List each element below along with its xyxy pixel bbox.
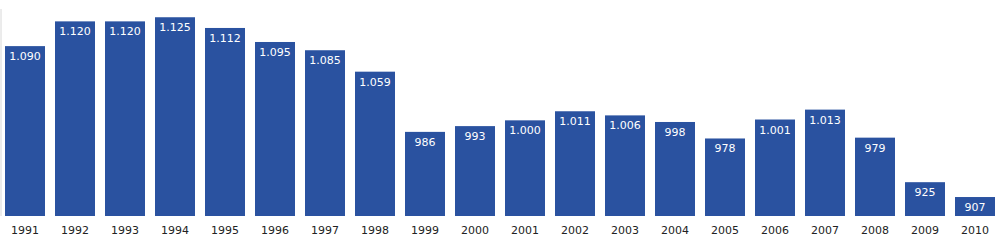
x-tick-label: 1997 [311,224,339,237]
bar [955,197,995,216]
x-tick-label: 1993 [111,224,139,237]
bar [155,17,195,216]
x-tick-label: 2009 [911,224,939,237]
bar [805,110,845,216]
bar [605,115,645,216]
x-tick-label: 2000 [461,224,489,237]
data-label: 1.011 [559,115,591,128]
data-label: 907 [965,201,986,214]
x-tick-label: 2004 [661,224,689,237]
data-label: 1.013 [809,114,841,127]
bar [205,28,245,216]
data-label: 1.090 [9,50,41,63]
bar [455,126,495,216]
data-label: 1.125 [159,21,191,34]
data-label: 1.085 [309,54,341,67]
bar [505,120,545,216]
x-tick-label: 2002 [561,224,589,237]
x-tick-label: 1991 [11,224,39,237]
chart-root: 1.090 1991 1.120 1992 1.120 1993 1.125 1994 1.11… [0,0,1000,250]
x-tick-label: 2005 [711,224,739,237]
data-label: 1.112 [209,32,241,45]
x-tick-label: 2006 [761,224,789,237]
bar [655,122,695,216]
bar [755,120,795,216]
data-label: 1.120 [59,25,91,38]
data-label: 1.095 [259,46,291,59]
bar [5,46,45,216]
data-label: 1.001 [759,124,791,137]
bar [555,111,595,216]
data-label: 979 [865,142,886,155]
bar [105,21,145,216]
data-label: 998 [665,126,686,139]
x-tick-label: 1999 [411,224,439,237]
bar [55,21,95,216]
data-label: 1.006 [609,119,641,132]
data-label: 1.120 [109,25,141,38]
data-label: 993 [465,130,486,143]
bar [355,72,395,216]
x-tick-label: 1996 [261,224,289,237]
bars [5,17,995,216]
data-label: 1.000 [509,124,541,137]
data-label: 1.059 [359,76,391,89]
chart-svg: 1.090 1991 1.120 1992 1.120 1993 1.125 1994 1.11… [0,0,1000,250]
x-tick-label: 1994 [161,224,189,237]
x-tick-label: 2010 [961,224,989,237]
x-tick-label: 1995 [211,224,239,237]
bar [255,42,295,216]
x-tick-label: 2008 [861,224,889,237]
bar [855,138,895,216]
x-tick-label: 1998 [361,224,389,237]
y-axis-line [1,9,2,216]
x-tick-label: 2003 [611,224,639,237]
data-label: 925 [915,186,936,199]
labels: 1.090 1991 1.120 1992 1.120 1993 1.125 1994 1.11… [9,21,989,237]
data-label: 978 [715,142,736,155]
x-tick-label: 2007 [811,224,839,237]
bar [705,138,745,216]
x-tick-label: 2001 [511,224,539,237]
bar [905,182,945,216]
x-tick-label: 1992 [61,224,89,237]
bar [305,50,345,216]
data-label: 986 [415,136,436,149]
bar [405,132,445,216]
